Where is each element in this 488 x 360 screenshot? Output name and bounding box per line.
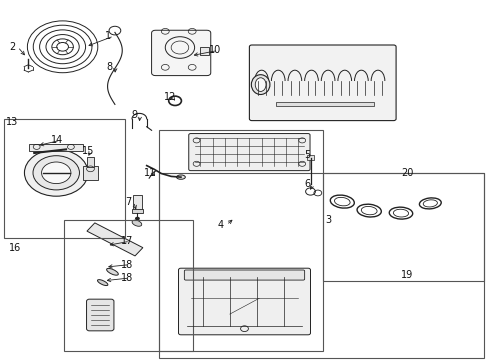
Polygon shape [87, 223, 142, 256]
Ellipse shape [132, 220, 142, 226]
Text: 8: 8 [106, 62, 113, 72]
Text: 4: 4 [217, 220, 224, 230]
FancyBboxPatch shape [188, 134, 309, 171]
Text: 7: 7 [124, 197, 131, 207]
FancyBboxPatch shape [151, 30, 210, 76]
Text: 17: 17 [121, 236, 133, 246]
Bar [199, 47, 209, 55]
Text: 20: 20 [400, 168, 412, 178]
Text: 6: 6 [304, 179, 310, 189]
Bar [63, 220, 193, 351]
Text: 1: 1 [105, 31, 111, 41]
FancyBboxPatch shape [184, 270, 304, 280]
Ellipse shape [33, 156, 80, 190]
Bar [131, 209, 143, 213]
Text: 9: 9 [131, 110, 137, 120]
Bar [159, 173, 483, 358]
Text: 15: 15 [82, 146, 94, 156]
Ellipse shape [106, 269, 118, 275]
Bar [86, 157, 94, 167]
Bar [322, 173, 483, 281]
Text: 19: 19 [400, 270, 412, 280]
Circle shape [135, 217, 140, 220]
FancyBboxPatch shape [249, 45, 395, 121]
Text: 3: 3 [325, 215, 331, 225]
Bar [133, 195, 142, 210]
Text: 13: 13 [6, 117, 18, 127]
Ellipse shape [24, 149, 88, 196]
Ellipse shape [41, 162, 71, 184]
Text: 12: 12 [163, 92, 176, 102]
Bar [83, 166, 98, 180]
Ellipse shape [251, 75, 269, 94]
Text: 11: 11 [144, 168, 156, 178]
Ellipse shape [255, 78, 265, 91]
Ellipse shape [176, 175, 185, 179]
FancyBboxPatch shape [86, 299, 114, 331]
Text: 16: 16 [9, 243, 21, 253]
FancyBboxPatch shape [178, 268, 310, 335]
Bar [159, 130, 322, 351]
Ellipse shape [97, 280, 108, 285]
Text: 2: 2 [9, 42, 15, 52]
Bar [4, 119, 124, 238]
Text: 18: 18 [121, 260, 133, 270]
Text: 14: 14 [51, 135, 63, 145]
Text: 18: 18 [121, 273, 133, 283]
Bar [306, 155, 314, 160]
Bar [276, 102, 373, 106]
Bar [29, 144, 83, 151]
Text: 10: 10 [209, 45, 221, 55]
Text: 5: 5 [304, 150, 310, 160]
